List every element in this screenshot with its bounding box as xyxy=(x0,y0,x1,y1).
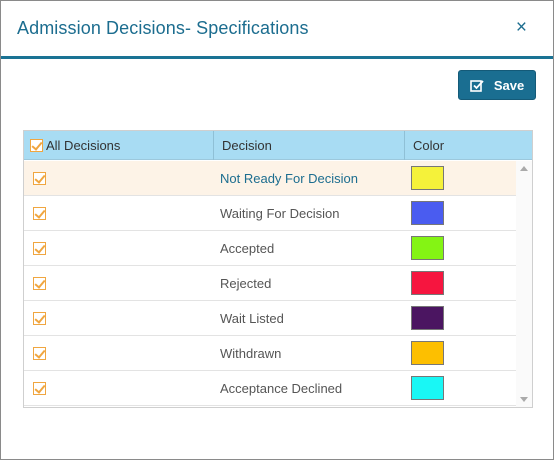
header-all-decisions-label: All Decisions xyxy=(46,138,121,153)
row-checkbox[interactable] xyxy=(33,382,46,395)
color-swatch[interactable] xyxy=(411,236,444,260)
table-header: All Decisions Decision Color xyxy=(24,131,532,160)
table-row[interactable]: Acceptance Declined xyxy=(24,371,516,406)
row-checkbox[interactable] xyxy=(33,312,46,325)
header-color[interactable]: Color xyxy=(404,131,532,160)
color-swatch[interactable] xyxy=(411,341,444,365)
header-decision[interactable]: Decision xyxy=(213,131,404,160)
color-swatch[interactable] xyxy=(411,271,444,295)
decision-name: Withdrawn xyxy=(220,345,282,361)
color-swatch[interactable] xyxy=(411,376,444,400)
table-body: Not Ready For Decision Waiting For Decisi… xyxy=(24,161,516,406)
decision-name: Accepted xyxy=(220,240,275,256)
table-row[interactable]: Rejected xyxy=(24,266,516,301)
close-icon[interactable]: × xyxy=(515,17,527,38)
table-row[interactable]: Waiting For Decision xyxy=(24,196,516,231)
header-color-label: Color xyxy=(413,138,445,153)
save-button-label: Save xyxy=(493,77,525,93)
vertical-scrollbar[interactable] xyxy=(516,161,532,407)
decision-name: Waiting For Decision xyxy=(220,205,340,221)
save-check-icon xyxy=(470,79,484,92)
row-checkbox[interactable] xyxy=(33,347,46,360)
header-decision-label: Decision xyxy=(222,138,272,153)
decision-name: Not Ready For Decision xyxy=(220,170,358,186)
save-button[interactable]: Save xyxy=(458,70,536,100)
dialog-title: Admission Decisions- Specifications xyxy=(17,18,309,38)
color-swatch[interactable] xyxy=(411,201,444,225)
table-row[interactable]: Withdrawn xyxy=(24,336,516,371)
color-swatch[interactable] xyxy=(411,306,444,330)
decision-name: Rejected xyxy=(220,275,272,291)
table-row[interactable]: Accepted xyxy=(24,231,516,266)
row-checkbox[interactable] xyxy=(33,277,46,290)
scroll-down-icon[interactable] xyxy=(520,397,528,402)
table-row[interactable]: Wait Listed xyxy=(24,301,516,336)
select-all-checkbox[interactable] xyxy=(30,139,43,152)
row-checkbox[interactable] xyxy=(33,172,46,185)
row-checkbox[interactable] xyxy=(33,207,46,220)
decision-name: Wait Listed xyxy=(220,310,284,326)
scroll-up-icon[interactable] xyxy=(520,166,528,171)
decision-name: Acceptance Declined xyxy=(220,380,343,396)
color-swatch[interactable] xyxy=(411,166,444,190)
row-checkbox[interactable] xyxy=(33,242,46,255)
decisions-table: All Decisions Decision Color Not Ready F… xyxy=(23,130,533,408)
table-row[interactable]: Not Ready For Decision xyxy=(24,161,516,196)
header-all-decisions: All Decisions xyxy=(30,131,214,160)
dialog-header: Admission Decisions- Specifications × xyxy=(1,1,553,59)
